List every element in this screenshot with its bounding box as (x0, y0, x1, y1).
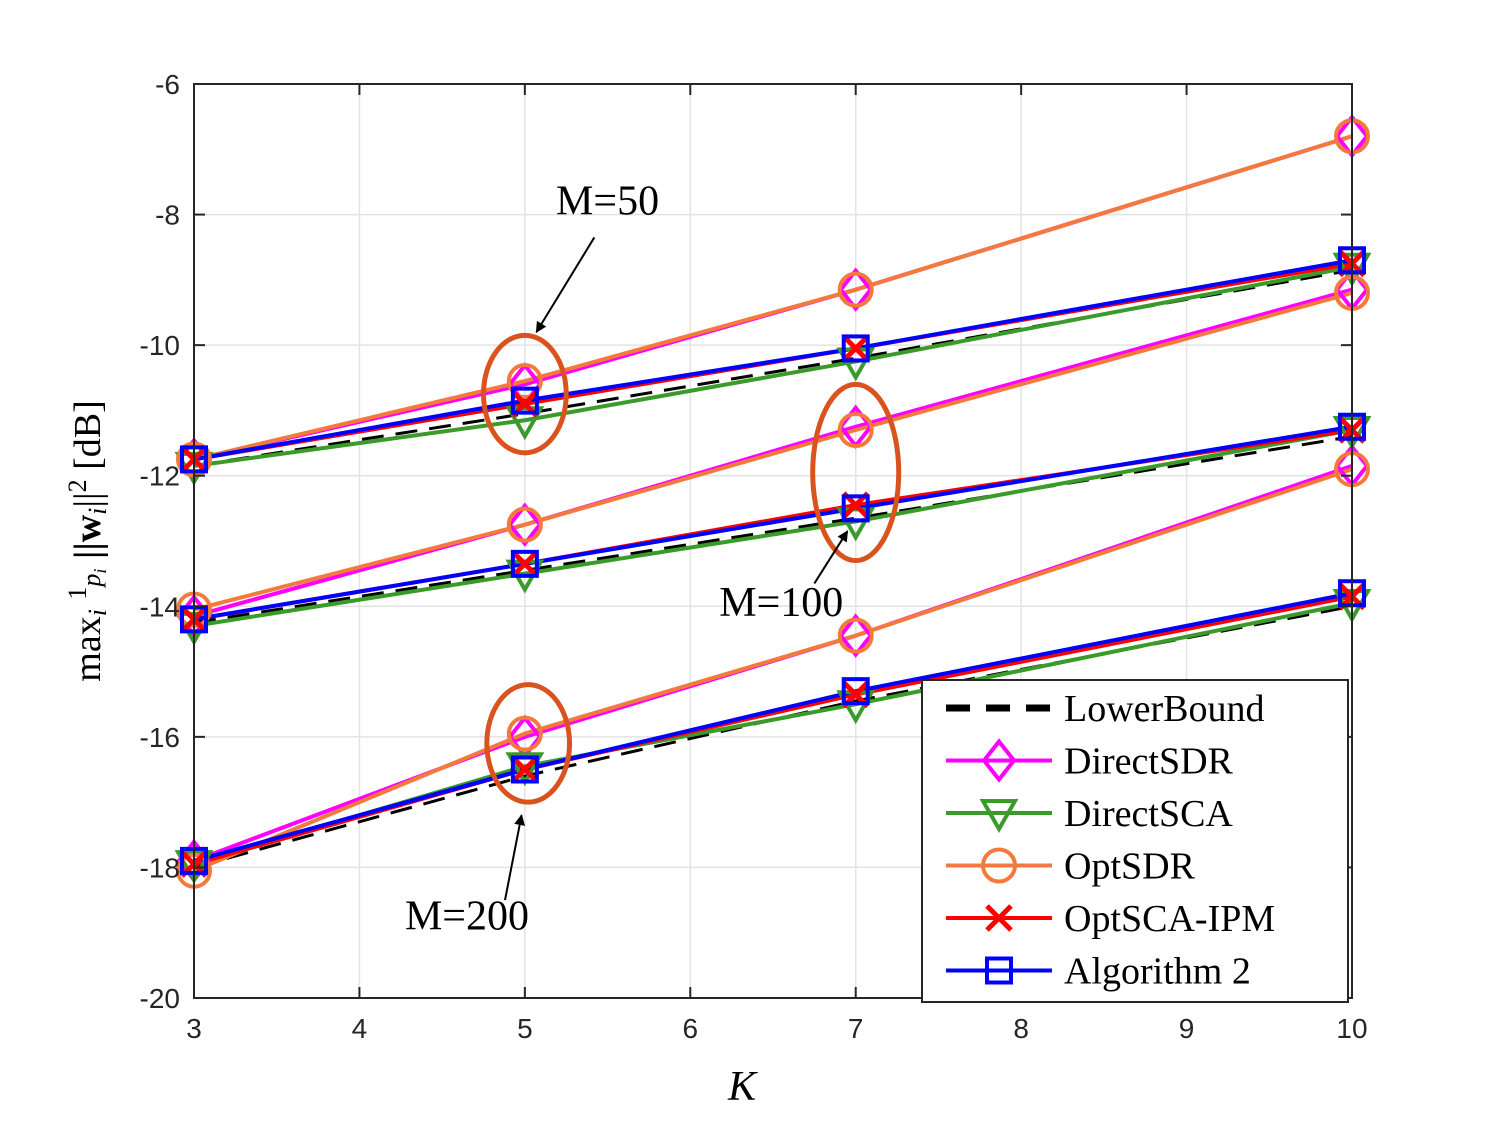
ylabel-frac-den: p (77, 574, 106, 589)
x-tick-label: 3 (186, 1013, 202, 1044)
marker-x (985, 904, 1013, 932)
legend-label: LowerBound (1064, 688, 1265, 730)
annotation-label: M=200 (405, 893, 529, 939)
marker-square (841, 334, 870, 363)
annotation-ellipse (484, 682, 573, 805)
ylabel-norm-end: || (67, 492, 109, 507)
y-tick-label: -6 (155, 69, 180, 100)
annotation-arrow (535, 236, 596, 334)
series-lines (193, 134, 1353, 873)
y-tick-label: -8 (155, 200, 180, 231)
series-line (193, 428, 1353, 628)
marker-circle (506, 715, 543, 752)
axis-ticks: 3 4 5 6 7 8 9 10 -20 -18 -16 -14 -12 -10 -8 -6 (140, 69, 1368, 1044)
marker-triangle-down (505, 752, 545, 787)
y-tick-label: -20 (140, 983, 180, 1014)
x-tick-label: 7 (848, 1013, 864, 1044)
y-tick-label: -16 (140, 722, 180, 753)
y-tick-label: -10 (140, 330, 180, 361)
legend: LowerBound DirectSDR DirectSCA OptSDR OptSCA… (921, 679, 1349, 1003)
y-tick-label: -12 (140, 461, 180, 492)
axes-box (193, 83, 1353, 999)
annotation-label: M=100 (719, 580, 843, 626)
marker-circle (837, 617, 874, 654)
ylabel-frac-den-sub: i (90, 569, 110, 574)
marker-diamond (838, 613, 874, 658)
marker-triangle-down (505, 406, 545, 441)
marker-x (841, 334, 870, 363)
ylabel-sup: 2 (63, 479, 92, 492)
series-line (193, 467, 1353, 873)
series-line (193, 134, 1353, 462)
ylabel-sub-i: i (83, 609, 112, 616)
x-tick-label: 10 (1336, 1013, 1367, 1044)
x-tick-label: 8 (1013, 1013, 1029, 1044)
marker-square (841, 494, 870, 523)
x-tick-label: 6 (682, 1013, 698, 1044)
legend-label: OptSCA-IPM (1064, 898, 1275, 940)
annotations: M=50 M=100 M=200 (405, 179, 902, 939)
marker-circle (506, 363, 543, 400)
marker-square (985, 956, 1013, 985)
series-line (193, 591, 1353, 863)
legend-box (921, 679, 1349, 1003)
series-line (193, 264, 1353, 468)
ylabel-max: max (67, 616, 109, 681)
y-axis-label: maxi 1pi ||wi||2 [dB] (63, 400, 112, 681)
x-tick-label: 4 (352, 1013, 368, 1044)
marker-triangle-down (979, 799, 1019, 834)
marker-circle (981, 847, 1017, 884)
ylabel-frac-num: 1 (63, 587, 92, 600)
legend-label: OptSDR (1064, 846, 1196, 888)
annotation-ellipse (480, 332, 569, 456)
series-line (193, 424, 1353, 622)
series-line (193, 290, 1353, 612)
marker-square (510, 386, 539, 415)
x-axis-label: K (727, 1064, 758, 1110)
marker-square (841, 677, 870, 706)
ylabel-unit: [dB] (67, 400, 109, 479)
y-tick-label: -14 (140, 591, 180, 622)
y-tick-label: -18 (140, 852, 180, 883)
svg-text:maxi 1pi ||wi||2 [dB]: maxi 1pi ||wi||2 [dB] (63, 400, 112, 681)
marker-square (510, 549, 539, 578)
annotation-arrow (504, 814, 526, 901)
ylabel-norm: ||w (67, 514, 109, 559)
marker-square (510, 755, 539, 784)
marker-diamond (981, 738, 1017, 783)
legend-label: DirectSCA (1064, 793, 1233, 835)
annotation-label: M=50 (556, 179, 659, 225)
legend-label: Algorithm 2 (1064, 951, 1251, 993)
marker-x (511, 755, 539, 784)
marker-diamond (507, 502, 543, 547)
marker-circle (837, 412, 874, 449)
marker-circle (506, 506, 543, 543)
x-tick-label: 5 (517, 1013, 533, 1044)
marker-x (511, 550, 539, 578)
marker-circle (837, 271, 874, 308)
annotation-ellipse (810, 381, 902, 564)
series-line (193, 258, 1353, 462)
marker-triangle-down (836, 507, 876, 542)
ylabel-norm-sub: i (83, 508, 112, 515)
series-markers (174, 114, 1372, 889)
x-tick-label: 9 (1179, 1013, 1195, 1044)
annotation-arrow (813, 530, 849, 584)
legend-label: DirectSDR (1064, 741, 1234, 783)
marker-diamond (838, 267, 874, 312)
